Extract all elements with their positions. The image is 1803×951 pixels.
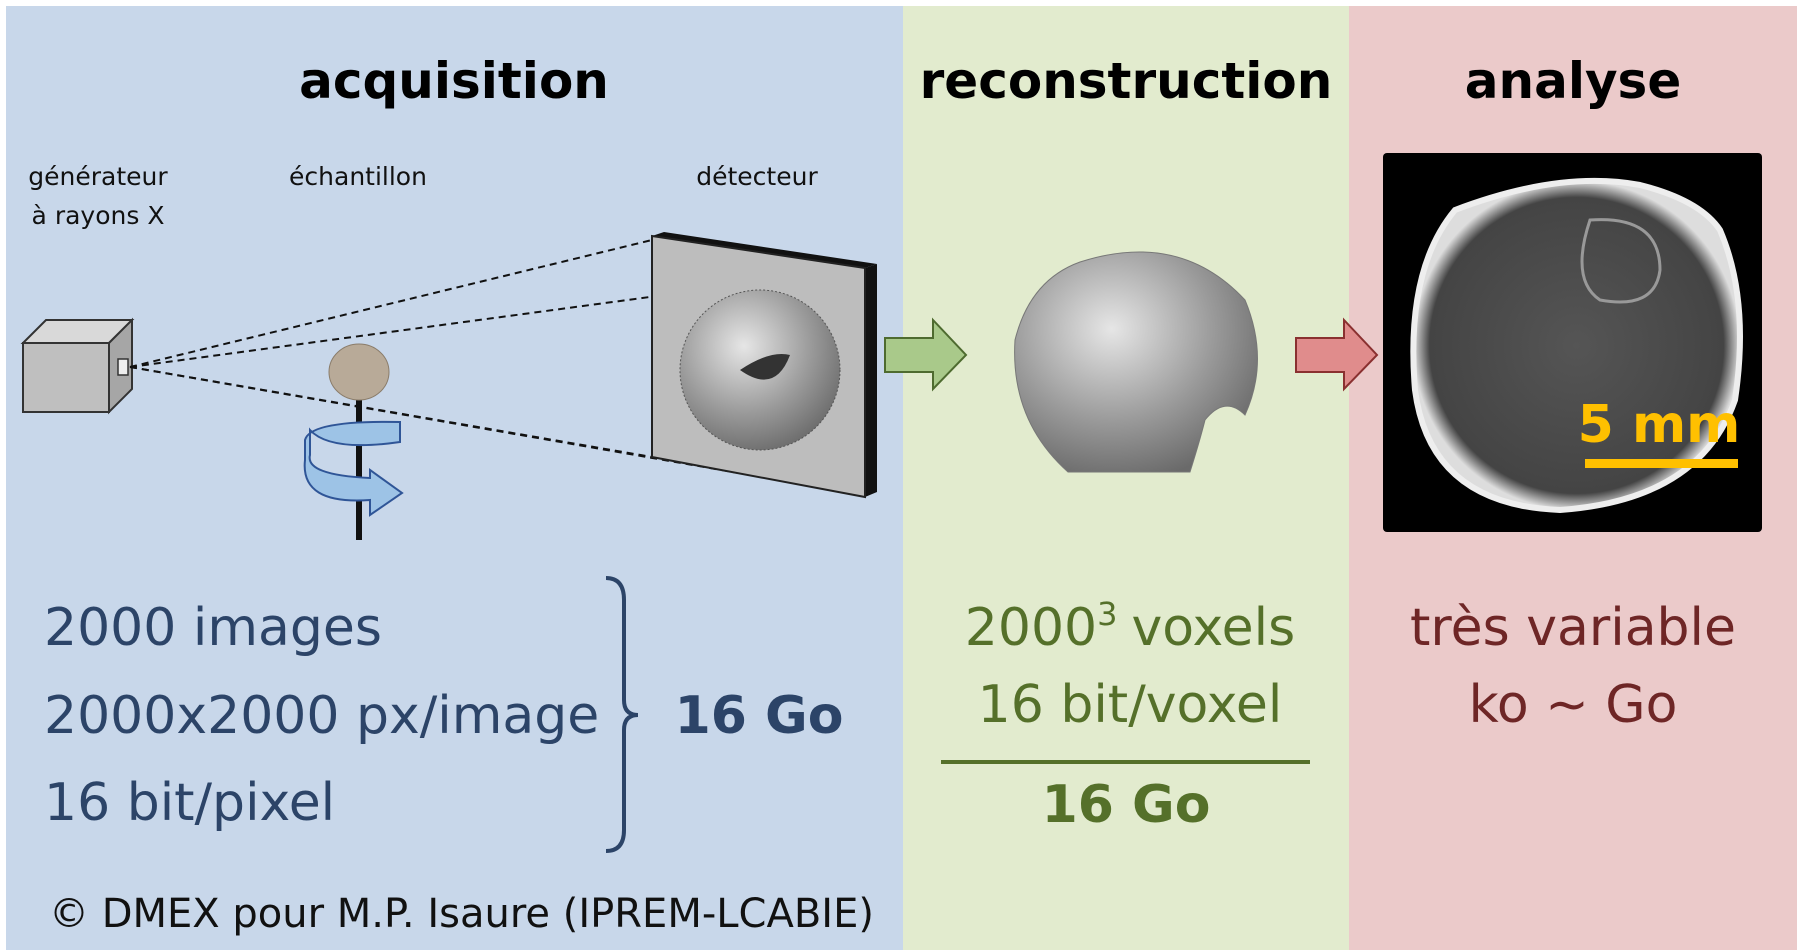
xray-generator — [23, 320, 132, 412]
spec-line: ko ~ Go — [1469, 675, 1678, 735]
superscript: 3 — [1097, 595, 1117, 633]
credit: © DMEX pour M.P. Isaure (IPREM-LCABIE) — [49, 891, 874, 937]
spec-line: très variable — [1410, 598, 1736, 658]
panel-title: analyse — [1465, 52, 1681, 110]
label: générateur — [28, 162, 168, 191]
spec-line: 16 bit/voxel — [978, 675, 1283, 735]
scale-bar — [1585, 459, 1738, 468]
spec-line: 16 bit/pixel — [44, 773, 335, 833]
total: 16 Go — [675, 686, 844, 746]
spec-line: 2000x2000 px/image — [44, 686, 599, 746]
ct-slice: 5 mm — [1383, 153, 1762, 532]
text: voxels — [1132, 598, 1296, 658]
text: 2000 — [965, 598, 1097, 658]
diagram: acquisition reconstruction analyse génér… — [0, 0, 1803, 951]
spec-line: 2000 images — [44, 598, 382, 658]
detector — [652, 232, 877, 497]
label: détecteur — [696, 162, 818, 191]
panel-title: reconstruction — [920, 52, 1333, 110]
total: 16 Go — [1042, 775, 1211, 835]
label: à rayons X — [32, 201, 165, 230]
scale-label: 5 mm — [1578, 395, 1741, 455]
panel-title: acquisition — [299, 52, 609, 110]
label: échantillon — [289, 162, 427, 191]
